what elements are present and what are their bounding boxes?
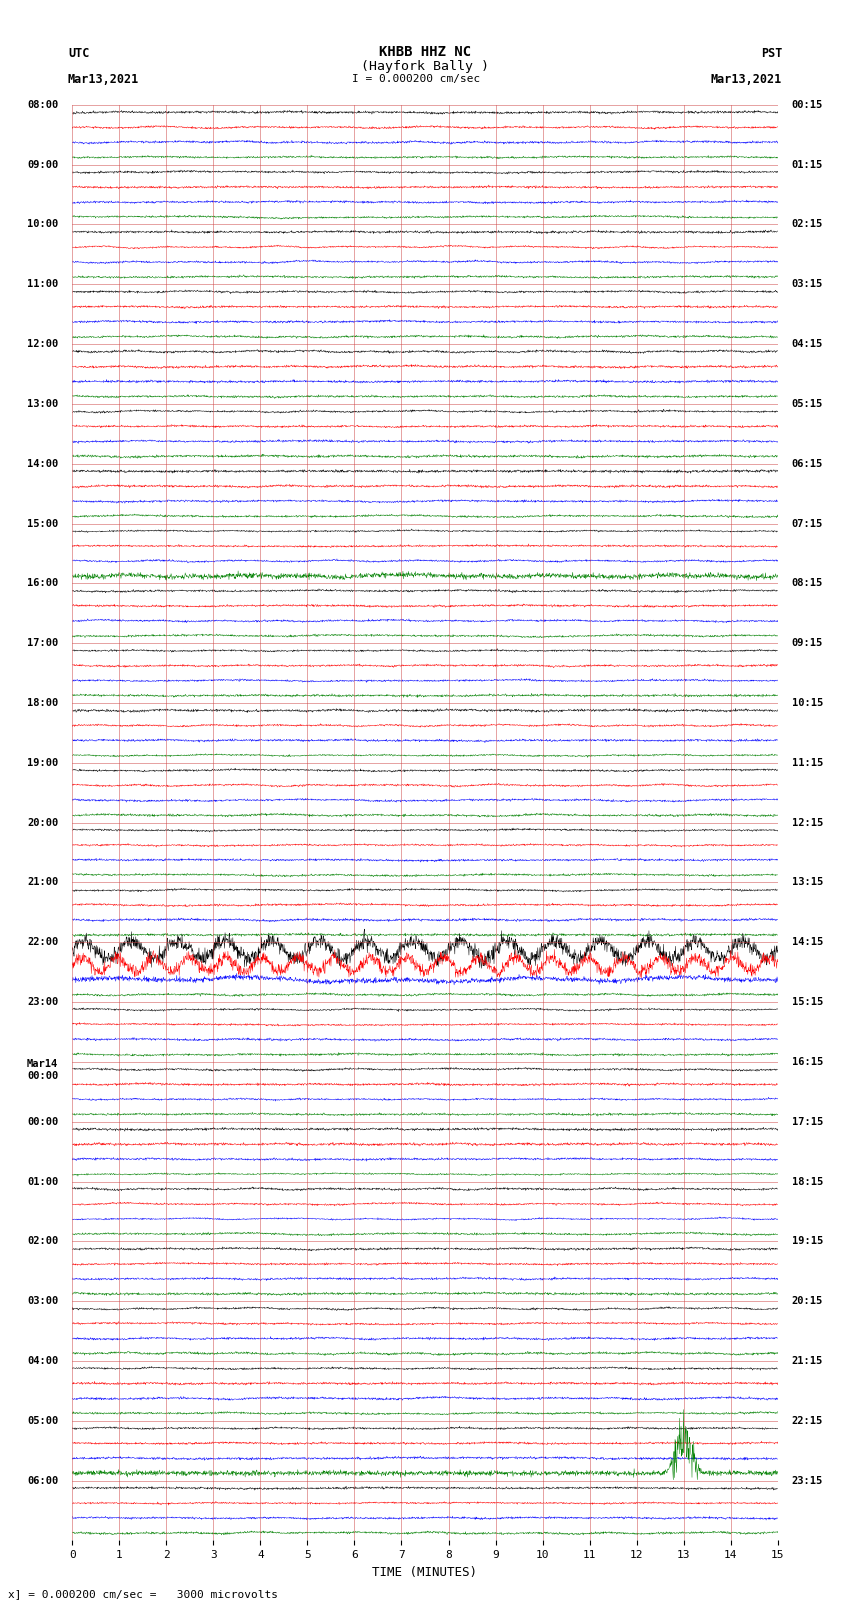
Text: KHBB HHZ NC: KHBB HHZ NC	[379, 45, 471, 60]
Text: 11:15: 11:15	[792, 758, 823, 768]
Text: UTC: UTC	[68, 47, 89, 60]
Text: 07:15: 07:15	[792, 518, 823, 529]
Text: 09:00: 09:00	[27, 160, 58, 169]
Text: 18:15: 18:15	[792, 1176, 823, 1187]
Text: 16:00: 16:00	[27, 579, 58, 589]
Text: 19:00: 19:00	[27, 758, 58, 768]
Text: I = 0.000200 cm/sec: I = 0.000200 cm/sec	[353, 74, 480, 84]
X-axis label: TIME (MINUTES): TIME (MINUTES)	[372, 1566, 478, 1579]
Text: 01:15: 01:15	[792, 160, 823, 169]
Text: 12:15: 12:15	[792, 818, 823, 827]
Text: 22:00: 22:00	[27, 937, 58, 947]
Text: 20:00: 20:00	[27, 818, 58, 827]
Text: 21:15: 21:15	[792, 1357, 823, 1366]
Text: 02:15: 02:15	[792, 219, 823, 229]
Text: 13:15: 13:15	[792, 877, 823, 887]
Text: 00:15: 00:15	[792, 100, 823, 110]
Text: 04:00: 04:00	[27, 1357, 58, 1366]
Text: 20:15: 20:15	[792, 1297, 823, 1307]
Text: 02:00: 02:00	[27, 1236, 58, 1247]
Text: 06:00: 06:00	[27, 1476, 58, 1486]
Text: x] = 0.000200 cm/sec =   3000 microvolts: x] = 0.000200 cm/sec = 3000 microvolts	[8, 1589, 279, 1598]
Text: 09:15: 09:15	[792, 639, 823, 648]
Text: 11:00: 11:00	[27, 279, 58, 289]
Text: 19:15: 19:15	[792, 1236, 823, 1247]
Text: 10:00: 10:00	[27, 219, 58, 229]
Text: 13:00: 13:00	[27, 398, 58, 410]
Text: 10:15: 10:15	[792, 698, 823, 708]
Text: Mar13,2021: Mar13,2021	[68, 73, 139, 85]
Text: 00:00: 00:00	[27, 1116, 58, 1127]
Text: 06:15: 06:15	[792, 458, 823, 469]
Text: 14:15: 14:15	[792, 937, 823, 947]
Text: 23:15: 23:15	[792, 1476, 823, 1486]
Text: 21:00: 21:00	[27, 877, 58, 887]
Text: 00:00: 00:00	[27, 1071, 58, 1081]
Text: 17:15: 17:15	[792, 1116, 823, 1127]
Text: 03:00: 03:00	[27, 1297, 58, 1307]
Text: 12:00: 12:00	[27, 339, 58, 348]
Text: 18:00: 18:00	[27, 698, 58, 708]
Text: 22:15: 22:15	[792, 1416, 823, 1426]
Text: 14:00: 14:00	[27, 458, 58, 469]
Text: 15:00: 15:00	[27, 518, 58, 529]
Text: 03:15: 03:15	[792, 279, 823, 289]
Text: 04:15: 04:15	[792, 339, 823, 348]
Text: 17:00: 17:00	[27, 639, 58, 648]
Text: 23:00: 23:00	[27, 997, 58, 1007]
Text: 08:00: 08:00	[27, 100, 58, 110]
Text: 05:15: 05:15	[792, 398, 823, 410]
Text: (Hayfork Bally ): (Hayfork Bally )	[361, 60, 489, 74]
Text: Mar14: Mar14	[27, 1058, 58, 1069]
Text: 15:15: 15:15	[792, 997, 823, 1007]
Text: 05:00: 05:00	[27, 1416, 58, 1426]
Text: Mar13,2021: Mar13,2021	[711, 73, 782, 85]
Text: PST: PST	[761, 47, 782, 60]
Text: 16:15: 16:15	[792, 1057, 823, 1066]
Text: 08:15: 08:15	[792, 579, 823, 589]
Text: 01:00: 01:00	[27, 1176, 58, 1187]
